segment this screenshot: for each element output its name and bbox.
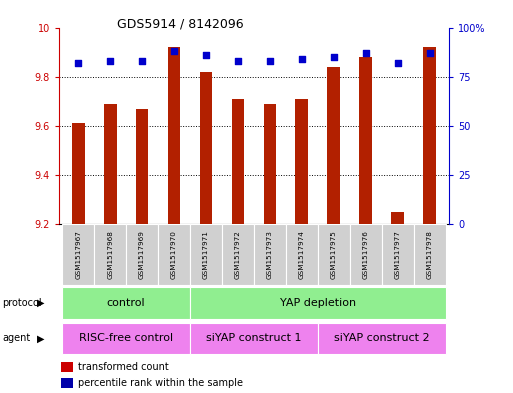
Bar bbox=[62, 378, 73, 388]
Text: protocol: protocol bbox=[3, 298, 42, 308]
Point bbox=[298, 56, 306, 62]
Bar bbox=[62, 287, 190, 319]
Bar bbox=[231, 99, 244, 224]
Bar bbox=[327, 67, 340, 224]
Point bbox=[266, 58, 274, 64]
Bar bbox=[190, 323, 318, 354]
Bar bbox=[413, 224, 446, 285]
Bar bbox=[72, 123, 85, 224]
Text: RISC-free control: RISC-free control bbox=[79, 333, 173, 343]
Text: GSM1517974: GSM1517974 bbox=[299, 230, 305, 279]
Text: siYAP construct 1: siYAP construct 1 bbox=[206, 333, 302, 343]
Bar bbox=[350, 224, 382, 285]
Bar bbox=[318, 323, 446, 354]
Point bbox=[330, 54, 338, 60]
Point bbox=[234, 58, 242, 64]
Text: percentile rank within the sample: percentile rank within the sample bbox=[77, 378, 243, 388]
Text: ▶: ▶ bbox=[37, 333, 45, 343]
Text: GSM1517971: GSM1517971 bbox=[203, 230, 209, 279]
Point bbox=[362, 50, 370, 56]
Text: GDS5914 / 8142096: GDS5914 / 8142096 bbox=[117, 18, 244, 31]
Bar bbox=[136, 108, 148, 224]
Bar bbox=[360, 57, 372, 224]
Bar bbox=[190, 224, 222, 285]
Point bbox=[202, 52, 210, 58]
Bar bbox=[62, 224, 94, 285]
Bar bbox=[264, 104, 277, 224]
Point bbox=[393, 60, 402, 66]
Bar bbox=[286, 224, 318, 285]
Bar bbox=[391, 212, 404, 224]
Text: agent: agent bbox=[3, 333, 31, 343]
Bar bbox=[295, 99, 308, 224]
Text: siYAP construct 2: siYAP construct 2 bbox=[334, 333, 429, 343]
Bar bbox=[382, 224, 413, 285]
Bar bbox=[423, 47, 436, 224]
Point bbox=[138, 58, 146, 64]
Text: GSM1517978: GSM1517978 bbox=[427, 230, 432, 279]
Bar bbox=[318, 224, 350, 285]
Bar bbox=[190, 287, 446, 319]
Text: GSM1517967: GSM1517967 bbox=[75, 230, 81, 279]
Bar bbox=[254, 224, 286, 285]
Text: GSM1517969: GSM1517969 bbox=[139, 230, 145, 279]
Text: GSM1517977: GSM1517977 bbox=[394, 230, 401, 279]
Point bbox=[426, 50, 434, 56]
Bar bbox=[62, 323, 190, 354]
Text: control: control bbox=[107, 298, 145, 308]
Text: GSM1517972: GSM1517972 bbox=[235, 230, 241, 279]
Point bbox=[74, 60, 82, 66]
Text: GSM1517968: GSM1517968 bbox=[107, 230, 113, 279]
Text: GSM1517970: GSM1517970 bbox=[171, 230, 177, 279]
Bar bbox=[104, 104, 116, 224]
Bar bbox=[200, 72, 212, 224]
Point bbox=[170, 48, 178, 54]
Text: ▶: ▶ bbox=[37, 298, 45, 308]
Bar bbox=[158, 224, 190, 285]
Text: GSM1517975: GSM1517975 bbox=[331, 230, 337, 279]
Bar bbox=[222, 224, 254, 285]
Bar bbox=[62, 362, 73, 372]
Bar bbox=[94, 224, 126, 285]
Text: transformed count: transformed count bbox=[77, 362, 168, 372]
Point bbox=[106, 58, 114, 64]
Bar bbox=[168, 47, 181, 224]
Bar bbox=[126, 224, 158, 285]
Text: GSM1517976: GSM1517976 bbox=[363, 230, 369, 279]
Text: GSM1517973: GSM1517973 bbox=[267, 230, 273, 279]
Text: YAP depletion: YAP depletion bbox=[280, 298, 356, 308]
